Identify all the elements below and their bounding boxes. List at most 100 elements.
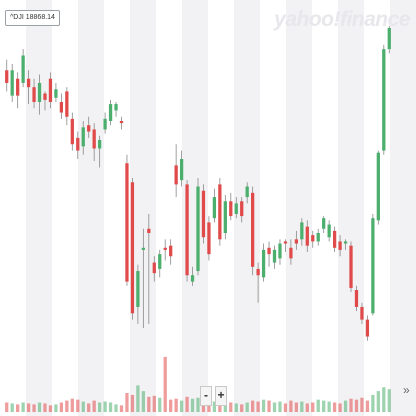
volume-bar — [190, 398, 195, 412]
volume-bar — [289, 400, 293, 412]
volume-bar — [65, 400, 69, 412]
background-bands — [26, 0, 416, 416]
candle-body — [163, 247, 167, 250]
volume-bar — [141, 391, 145, 412]
background-band — [130, 0, 156, 416]
volume-bar — [26, 403, 31, 412]
candle-body — [212, 197, 217, 219]
volume-bar — [32, 404, 36, 412]
zoom-in-button[interactable]: + — [215, 386, 227, 406]
candle-body — [26, 78, 31, 88]
volume-bar — [163, 356, 167, 412]
volume-bar — [152, 395, 156, 412]
volume-bar — [92, 400, 96, 412]
candle-body — [179, 159, 184, 181]
candle-body — [223, 201, 227, 233]
scroll-right-button[interactable]: » — [403, 383, 410, 397]
volume-bar — [316, 399, 320, 412]
candle-body — [283, 241, 288, 244]
volume-bar — [267, 400, 271, 412]
volume-bar — [119, 405, 124, 412]
volume-bar — [245, 402, 249, 412]
candle-body — [229, 201, 233, 217]
volume-bars — [5, 356, 391, 412]
candle-body — [294, 239, 299, 244]
volume-bar — [185, 396, 189, 412]
candle-body — [278, 243, 282, 259]
volume-bar — [382, 387, 386, 412]
candle-body — [196, 186, 200, 272]
candle-body — [32, 87, 36, 102]
candle-body — [59, 101, 64, 113]
candle-body — [185, 184, 189, 276]
volume-bar — [87, 403, 91, 412]
volume-bar — [97, 402, 102, 412]
candle-body — [201, 190, 206, 238]
volume-bar — [207, 400, 211, 412]
candle-body — [10, 70, 14, 96]
candle-body — [234, 203, 238, 214]
volume-bar — [196, 397, 200, 412]
volume-bar — [147, 396, 151, 412]
candle-body — [267, 247, 271, 255]
volume-bar — [114, 404, 118, 412]
volume-bar — [130, 394, 135, 412]
yahoo-finance-watermark: yahoo!finance — [274, 8, 410, 31]
candle-body — [141, 247, 145, 250]
candle-body — [21, 55, 25, 83]
tooltip-symbol: ^DJI — [10, 14, 24, 21]
candle-body — [322, 218, 326, 229]
volume-bar — [322, 400, 326, 412]
volume-bar — [16, 404, 20, 412]
volume-bar — [251, 400, 255, 412]
background-band — [26, 0, 52, 416]
volume-bar — [43, 403, 47, 412]
volume-bar — [283, 403, 288, 412]
background-band — [78, 0, 104, 416]
candle-body — [289, 247, 293, 259]
candles — [5, 25, 391, 341]
volume-bar — [272, 402, 277, 412]
candle-body — [43, 93, 47, 100]
volume-bar — [332, 402, 337, 412]
volume-bar — [371, 394, 375, 412]
zoom-out-button[interactable]: - — [200, 386, 212, 406]
candle-body — [92, 129, 96, 149]
candle-body — [218, 184, 222, 240]
volume-bar — [54, 404, 58, 412]
candle-body — [371, 218, 375, 314]
volume-bar — [229, 402, 233, 412]
volume-bar — [261, 399, 266, 412]
candle-body — [349, 245, 353, 288]
volume-bar — [48, 405, 53, 412]
candle-body — [48, 78, 53, 102]
volume-bar — [240, 404, 244, 412]
candle-body — [327, 224, 331, 238]
candle-body — [119, 120, 124, 124]
candle-body — [300, 222, 304, 240]
candle-body — [152, 262, 156, 274]
candle-body — [108, 104, 113, 121]
candle-body — [81, 127, 85, 147]
volume-bar — [212, 401, 217, 412]
candle-body — [332, 230, 337, 248]
volume-bar — [223, 400, 227, 412]
volume-bar — [125, 393, 129, 412]
volume-bar — [108, 402, 113, 412]
candle-body — [76, 137, 80, 151]
candle-body — [343, 241, 348, 244]
candle-body — [125, 163, 129, 282]
tooltip-value: 18868.14 — [25, 14, 55, 21]
candle-body — [207, 222, 211, 255]
volume-bar — [387, 389, 391, 412]
volume-bar — [256, 401, 260, 412]
candle-body — [70, 118, 74, 145]
candle-body — [147, 228, 151, 233]
candle-body — [190, 275, 195, 282]
candle-body — [97, 140, 102, 149]
candle-body — [16, 78, 20, 96]
volume-bar — [305, 403, 309, 412]
volume-bar — [5, 402, 9, 412]
